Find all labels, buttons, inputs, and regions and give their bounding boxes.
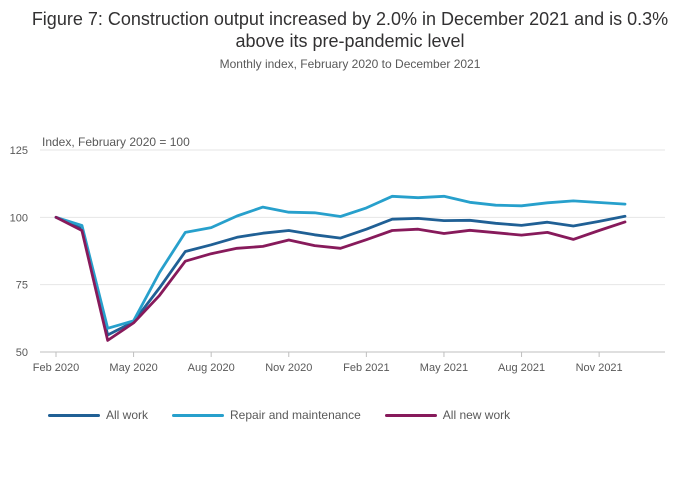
legend-item-repair-maintenance[interactable]: Repair and maintenance — [172, 408, 361, 422]
x-axis: Feb 2020 May 2020 Aug 2020 Nov 2020 Feb 2021… — [33, 351, 665, 374]
legend-swatch-all-new-work — [384, 413, 437, 417]
series-lines — [54, 194, 627, 342]
legend-label-repair-maintenance: Repair and maintenance — [230, 408, 361, 422]
series-line-all-work[interactable] — [54, 214, 627, 337]
legend-item-all-new-work[interactable]: All new work — [384, 408, 511, 422]
y-tick-125: 125 — [10, 145, 28, 157]
y-tick-100: 100 — [10, 212, 28, 224]
x-tick-label: Aug 2021 — [498, 362, 545, 374]
chart-title: Figure 7: Construction output increased … — [31, 9, 669, 51]
y-tick-75: 75 — [16, 280, 28, 292]
series-line-all-new-work[interactable] — [54, 215, 627, 342]
legend-label-all-new-work: All new work — [442, 408, 511, 422]
legend-item-all-work[interactable]: All work — [48, 408, 148, 422]
x-tick-label: Aug 2020 — [188, 362, 235, 374]
x-tick-label: Feb 2020 — [33, 362, 79, 374]
y-tick-50: 50 — [16, 347, 28, 359]
gridlines — [40, 149, 665, 286]
y-axis-label: Index, February 2020 = 100 — [42, 135, 190, 149]
chart-subtitle: Monthly index, February 2020 to December… — [219, 57, 481, 71]
y-axis-ticks: 50 75 100 125 — [10, 145, 28, 359]
x-tick-label: Nov 2020 — [265, 362, 312, 374]
x-tick-label: May 2020 — [109, 362, 157, 374]
x-tick-label: May 2021 — [420, 362, 468, 374]
legend: All work Repair and maintenance All new … — [48, 408, 534, 422]
x-tick-label: Nov 2021 — [576, 362, 623, 374]
legend-swatch-all-work — [48, 413, 100, 417]
x-tick-label: Feb 2021 — [343, 362, 389, 374]
legend-label-all-work: All work — [106, 408, 149, 422]
legend-swatch-repair-maintenance — [172, 413, 225, 417]
series-line-repair-and-maintenance[interactable] — [54, 194, 627, 330]
